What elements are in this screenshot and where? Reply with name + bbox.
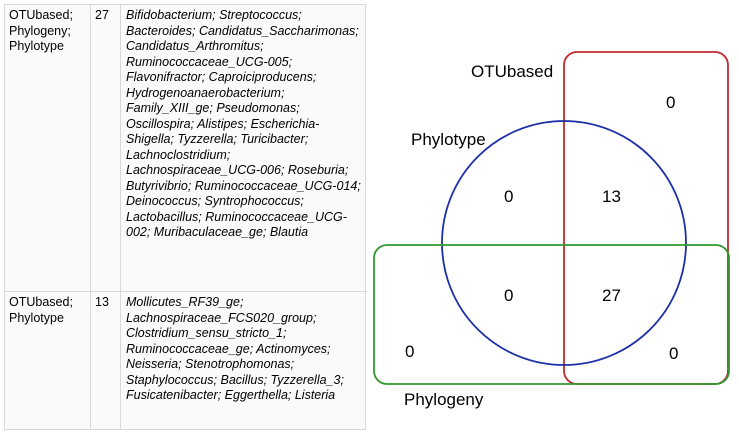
venn-shapes [373,51,730,385]
phylotype-set-shape [441,120,687,366]
row1-sets: OTUbased; Phylogeny; Phylotype [5,5,91,291]
count-phylogeny-only: 0 [405,342,415,361]
row2-sets: OTUbased; Phylotype [5,291,91,430]
count-otu-only: 0 [666,93,676,112]
row1-count: 27 [91,5,121,291]
row1-taxa: Bifidobacterium; Streptococcus; Bacteroi… [126,8,361,239]
row2-taxa: Mollicutes_RF39_ge; Lachnospiraceae_FCS0… [121,291,367,430]
count-phylotype-only: 0 [504,187,514,206]
venn-diagram: OTUbased Phylotype Phylogeny 0 0 13 0 27… [366,0,739,436]
phylotype-label: Phylotype [411,130,486,149]
taxa-table: OTUbased; Phylogeny; Phylotype 27 Bifido… [4,4,367,430]
otubased-label: OTUbased [471,62,554,81]
count-phylotype-phylogeny: 0 [504,286,514,305]
phylogeny-label: Phylogeny [404,390,484,409]
count-otu-phylotype: 13 [602,187,621,206]
count-all-three: 27 [602,286,621,305]
count-otu-phylogeny: 0 [669,344,679,363]
phylogeny-set-shape [373,244,730,385]
row2-count: 13 [91,291,121,430]
